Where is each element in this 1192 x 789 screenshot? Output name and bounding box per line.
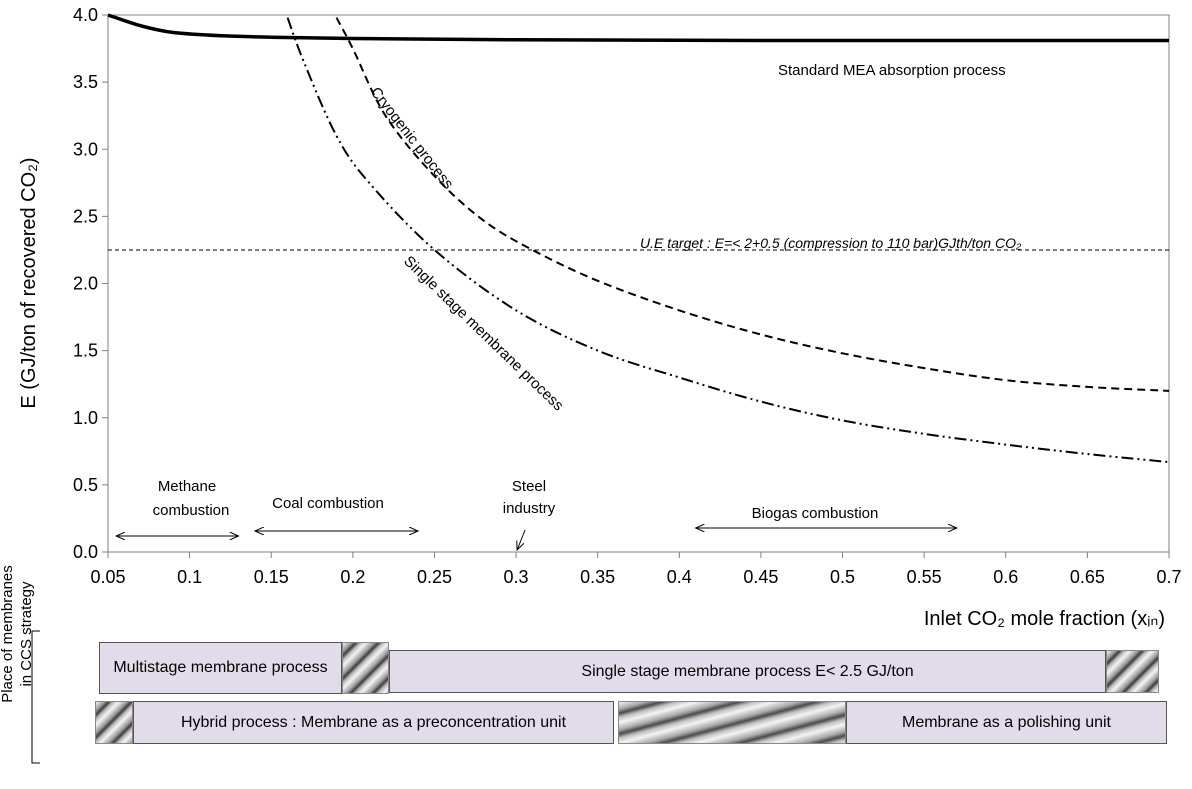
chart-area: 0.05 0.1 0.15 0.2 0.25 0.3 0.35 0.4 0.45 0.5 0.55 0… bbox=[18, 5, 1182, 630]
cryogenic-series-label: Cryogenic process bbox=[367, 84, 457, 192]
biogas-label: Biogas combustion bbox=[752, 505, 879, 522]
hybrid-box: Hybrid process : Membrane as a preconcen… bbox=[133, 701, 614, 744]
x-axis: 0.05 0.1 0.15 0.2 0.25 0.3 0.35 0.4 0.45 0.5 0.55 0… bbox=[90, 552, 1182, 587]
x-tick-label: 0.7 bbox=[1156, 567, 1181, 587]
x-tick-label: 0.3 bbox=[504, 567, 529, 587]
x-tick-label: 0.05 bbox=[90, 567, 125, 587]
y-tick-label: 3.0 bbox=[73, 139, 98, 159]
y-tick-label: 1.0 bbox=[73, 408, 98, 428]
steel-label-2: industry bbox=[503, 500, 556, 517]
x-tick-label: 0.15 bbox=[254, 567, 289, 587]
multistage-transition-hatch bbox=[342, 642, 389, 694]
plot-frame bbox=[107, 14, 1170, 553]
x-tick-label: 0.4 bbox=[667, 567, 692, 587]
y-axis: 0.0 0.5 1.0 1.5 2.0 2.5 3.0 3.5 4.0 bbox=[73, 5, 108, 562]
y-tick-label: 3.5 bbox=[73, 72, 98, 92]
y-tick-label: 2.5 bbox=[73, 206, 98, 226]
single-stage-transition-hatch bbox=[1106, 650, 1159, 693]
y-tick-label: 0.5 bbox=[73, 475, 98, 495]
methane-label-2: combustion bbox=[153, 502, 230, 519]
x-axis-title: Inlet CO₂ mole fraction (xᵢₙ) bbox=[924, 608, 1165, 630]
y-tick-label: 2.0 bbox=[73, 274, 98, 294]
membrane-series-label: Single stage membrane process bbox=[400, 253, 567, 415]
x-tick-label: 0.2 bbox=[340, 567, 365, 587]
steel-arrow bbox=[517, 529, 526, 550]
series-layer bbox=[107, 13, 1170, 464]
mea-series-line bbox=[107, 13, 1170, 43]
membrane-series-line bbox=[286, 17, 1170, 464]
range-arrows bbox=[116, 528, 957, 550]
single-stage-box: Single stage membrane process E< 2.5 GJ/… bbox=[389, 650, 1106, 693]
x-tick-label: 0.35 bbox=[580, 567, 615, 587]
x-tick-label: 0.6 bbox=[993, 567, 1018, 587]
y-tick-label: 1.5 bbox=[73, 341, 98, 361]
y-tick-label: 0.0 bbox=[73, 542, 98, 562]
x-tick-label: 0.55 bbox=[907, 567, 942, 587]
coal-label: Coal combustion bbox=[272, 495, 384, 512]
x-tick-label: 0.1 bbox=[177, 567, 202, 587]
x-tick-label: 0.25 bbox=[417, 567, 452, 587]
multistage-box: Multistage membrane process bbox=[99, 642, 342, 694]
x-tick-label: 0.65 bbox=[1070, 567, 1105, 587]
hybrid-start-hatch bbox=[95, 701, 133, 744]
methane-label-1: Methane bbox=[158, 478, 216, 495]
y-tick-label: 4.0 bbox=[73, 5, 98, 25]
hybrid-polishing-transition-hatch bbox=[618, 701, 846, 744]
mea-series-label: Standard MEA absorption process bbox=[778, 62, 1006, 79]
x-tick-label: 0.45 bbox=[743, 567, 778, 587]
y-axis-title: E (GJ/ton of recovered CO₂) bbox=[18, 157, 40, 408]
cryogenic-series-line bbox=[335, 17, 1170, 392]
target-label: U.E target : E=< 2+0.5 (compression to 1… bbox=[640, 235, 1022, 251]
x-tick-label: 0.5 bbox=[830, 567, 855, 587]
strategy-bracket bbox=[31, 630, 40, 764]
polishing-box: Membrane as a polishing unit bbox=[846, 701, 1167, 744]
steel-label-1: Steel bbox=[512, 478, 546, 495]
